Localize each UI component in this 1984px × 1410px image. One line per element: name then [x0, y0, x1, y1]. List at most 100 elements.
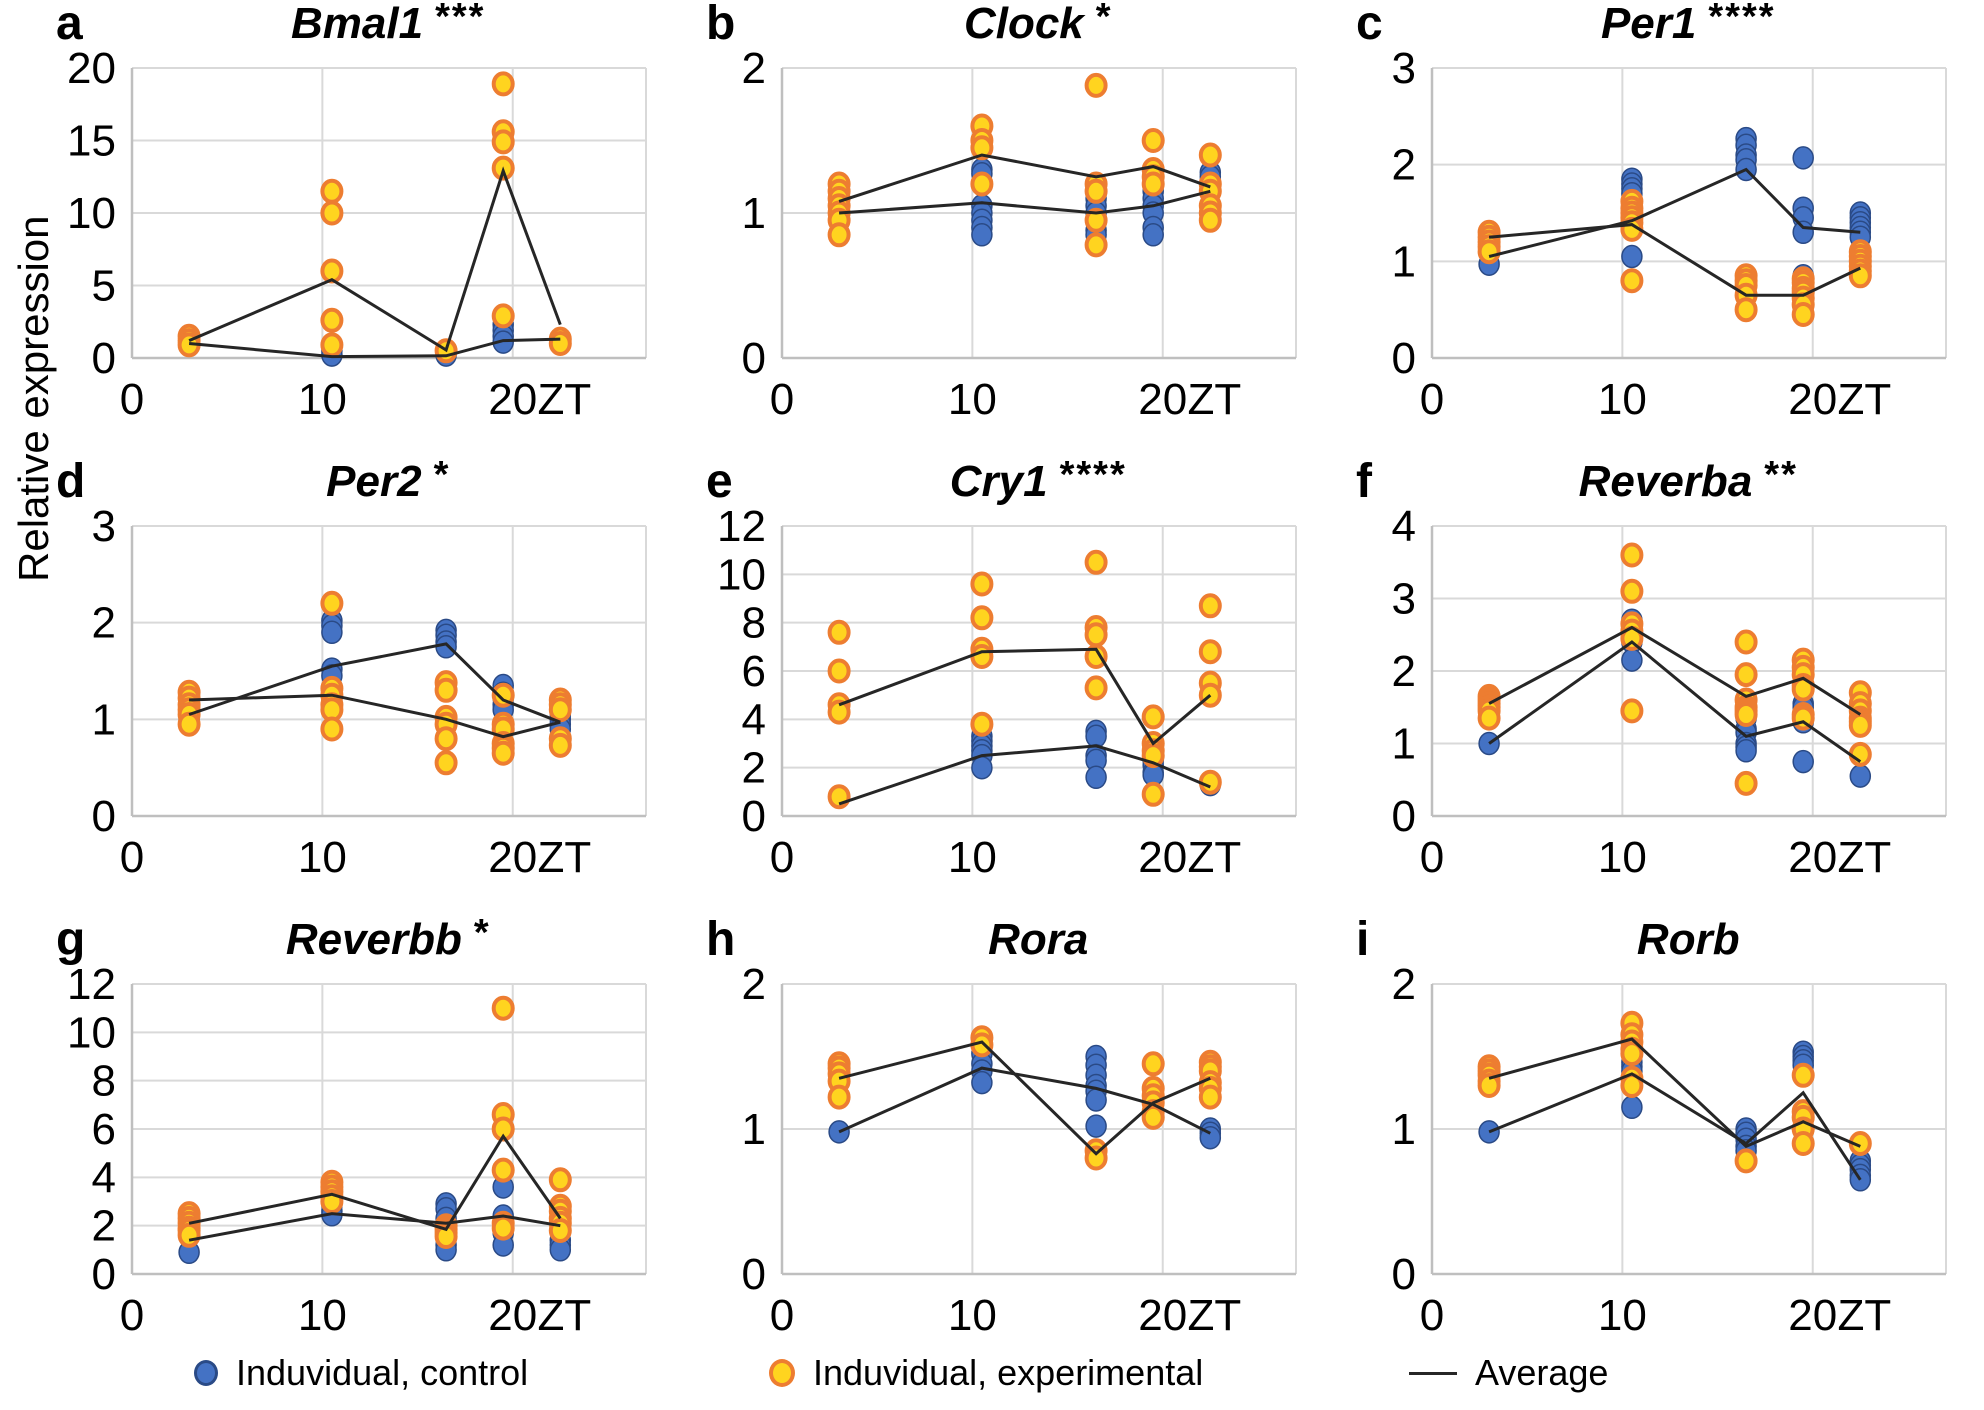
panel-title-e: Cry1 ****: [950, 456, 1127, 504]
svg-text:6: 6: [92, 1105, 116, 1154]
legend: Induvidual, control Induvidual, experime…: [34, 1342, 1984, 1404]
average-line-control: [1488, 640, 1862, 763]
tick-labels-f: 0 1 2 3 4 0 10 20 ZT: [1392, 502, 1892, 882]
panel-title-h: Rora: [988, 918, 1088, 962]
svg-text:15: 15: [67, 117, 116, 166]
gene-name: Reverba: [1578, 457, 1753, 506]
svg-text:1: 1: [742, 1105, 766, 1154]
svg-text:0: 0: [92, 792, 116, 841]
average-line-control: [1488, 1072, 1862, 1181]
svg-text:20: 20: [488, 1291, 537, 1340]
panel-e: e Cry1 **** 0 2 4 6 8 10 12 0 10 20 ZT: [684, 456, 1334, 920]
legend-label-experimental: Induvidual, experimental: [813, 1352, 1204, 1393]
svg-text:ZT: ZT: [537, 1291, 591, 1340]
panel-f: f Reverba ** 0 1 2 3 4 0 10 20 ZT: [1334, 456, 1984, 920]
svg-text:10: 10: [1598, 1291, 1647, 1340]
svg-text:0: 0: [742, 792, 766, 841]
svg-text:3: 3: [92, 502, 116, 551]
svg-text:0: 0: [770, 375, 794, 424]
svg-text:1: 1: [1392, 720, 1416, 769]
svg-text:10: 10: [298, 375, 347, 424]
average-line-control: [188, 1212, 561, 1242]
svg-text:4: 4: [1392, 502, 1416, 551]
experimental-marker-icon: [769, 1359, 795, 1387]
svg-text:ZT: ZT: [1187, 375, 1241, 424]
average-line-experimental: [1488, 625, 1862, 716]
svg-text:0: 0: [1420, 833, 1444, 882]
svg-text:0: 0: [742, 334, 766, 383]
average-line-experimental: [188, 166, 562, 353]
average-line-experimental: [838, 153, 1211, 203]
panel-i: i Rorb 0 1 2 0 10 20 ZT: [1334, 916, 1984, 1378]
svg-text:1: 1: [1392, 1105, 1416, 1154]
control-points: [971, 719, 1222, 797]
average-line-experimental: [189, 693, 561, 739]
experimental-points: [1477, 542, 1872, 796]
legend-item-experimental: Induvidual, experimental: [769, 1342, 1203, 1404]
average-line-control: [1488, 167, 1861, 258]
svg-text:ZT: ZT: [1187, 1291, 1241, 1340]
average-line-experimental: [838, 1040, 1211, 1156]
svg-text:20: 20: [1138, 375, 1187, 424]
panel-chart-f: 0 1 2 3 4 0 10 20 ZT: [1392, 502, 1947, 882]
svg-text:0: 0: [742, 1250, 766, 1299]
svg-text:2: 2: [742, 44, 766, 93]
svg-text:10: 10: [948, 833, 997, 882]
significance-stars: *: [433, 454, 451, 496]
gene-name: Clock: [963, 0, 1084, 48]
panel-letter-a: a: [56, 0, 83, 50]
svg-text:4: 4: [742, 695, 766, 744]
svg-text:4: 4: [92, 1153, 116, 1202]
svg-text:10: 10: [298, 1291, 347, 1340]
experimental-points: [827, 1025, 1222, 1171]
panel-letter-g: g: [56, 913, 86, 966]
svg-text:2: 2: [1392, 647, 1416, 696]
svg-text:1: 1: [742, 189, 766, 238]
panel-c: c Per1 **** 0 1 2 3 0 10 20 ZT: [1334, 0, 1984, 462]
average-line-control: [838, 189, 1211, 215]
svg-text:10: 10: [67, 189, 116, 238]
significance-stars: ****: [1708, 0, 1776, 38]
svg-text:20: 20: [488, 375, 537, 424]
significance-stars: **: [1764, 454, 1798, 496]
svg-text:12: 12: [67, 960, 116, 1009]
svg-text:2: 2: [92, 1202, 116, 1251]
svg-text:20: 20: [1788, 375, 1837, 424]
svg-text:10: 10: [1598, 375, 1647, 424]
experimental-points: [827, 72, 1222, 258]
legend-item-control: Induvidual, control: [194, 1342, 528, 1404]
gene-name: Per1: [1600, 0, 1697, 48]
svg-text:0: 0: [1392, 792, 1416, 841]
panel-title-d: Per2 *: [326, 456, 450, 504]
svg-text:10: 10: [948, 375, 997, 424]
average-line-experimental: [188, 1133, 562, 1232]
svg-text:ZT: ZT: [1837, 1291, 1891, 1340]
legend-label-average: Average: [1475, 1352, 1609, 1393]
svg-text:10: 10: [67, 1008, 116, 1057]
svg-text:0: 0: [770, 1291, 794, 1340]
panel-d: d Per2 * 0 1 2 3 0 10 20 ZT: [34, 456, 684, 920]
svg-text:10: 10: [717, 550, 766, 599]
panel-title-b: Clock *: [963, 0, 1113, 48]
svg-text:3: 3: [1392, 575, 1416, 624]
panel-title-g: Reverbb *: [286, 914, 491, 962]
panels-grid: a Bmal1 *** 0 5 10 15 20 0 10 20 ZT b Clock * 0 1 2 0 10 20 Z…: [34, 0, 1984, 1378]
experimental-points: [177, 590, 572, 776]
panel-h: h Rora 0 1 2 0 10 20 ZT: [684, 916, 1334, 1378]
panel-chart-c: 0 1 2 3 0 10 20 ZT: [1392, 44, 1947, 424]
average-line-control: [838, 744, 1211, 806]
average-line-control: [188, 337, 561, 359]
svg-text:5: 5: [92, 262, 116, 311]
svg-text:20: 20: [1138, 833, 1187, 882]
panel-letter-c: c: [1356, 0, 1383, 50]
